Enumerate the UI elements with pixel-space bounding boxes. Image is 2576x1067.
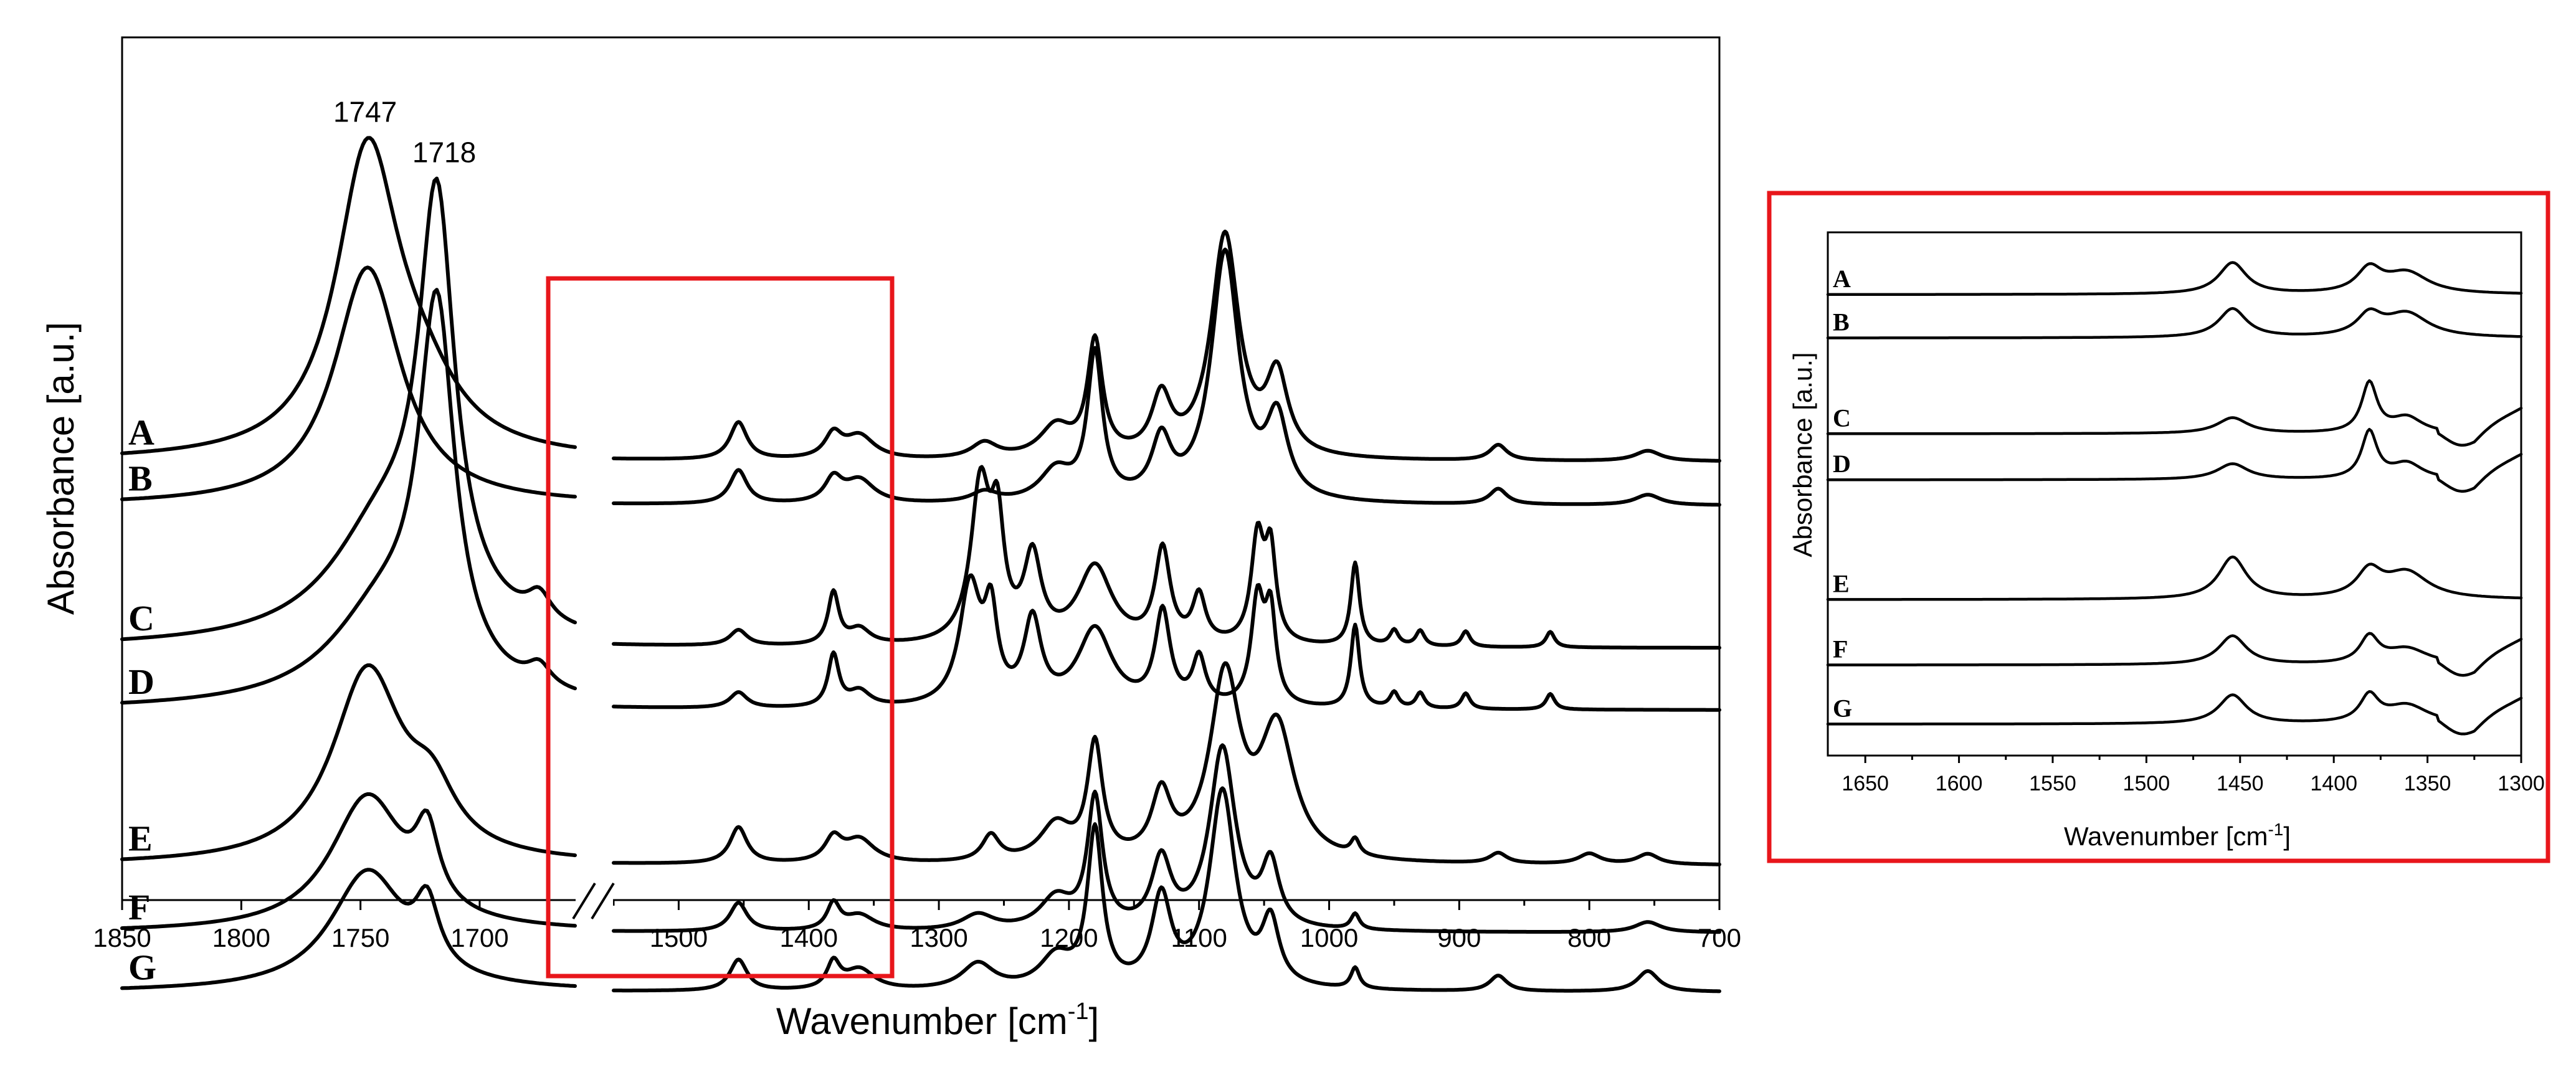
spectrum-line-c xyxy=(120,176,1721,650)
inset-trace-label-f: F xyxy=(1833,635,1848,663)
inset-spectrum-line-b xyxy=(1826,306,2523,339)
trace-label-a: A xyxy=(128,412,154,453)
inset-y-axis-title: Absorbance [a.u.] xyxy=(1788,352,1817,557)
inset-x-tick-label: 1500 xyxy=(2123,772,2170,795)
inset-trace-label-g: G xyxy=(1833,694,1852,722)
inset-x-tick-label: 1550 xyxy=(2029,772,2076,795)
trace-label-b: B xyxy=(128,458,153,499)
inset-trace-label-d: D xyxy=(1833,450,1851,478)
spectrum-line-a xyxy=(120,136,1721,463)
trace-label-e: E xyxy=(128,818,153,859)
inset-x-ticks: 1650 1600 1550 1500 1450 1400 1350 1300 xyxy=(1842,756,2545,795)
inset-spectrum-line-d xyxy=(1826,427,2523,493)
inset-x-axis-title: Wavenumber [cm-1] xyxy=(2064,820,2291,851)
trace-label-c: C xyxy=(128,598,154,638)
main-x-ticks: 1850 1800 1750 1700 1500 1400 1300 1200 1100 1000… xyxy=(93,900,1741,952)
main-x-tick-label: 1500 xyxy=(650,923,708,952)
inset-trace-labels: AB CD E F G xyxy=(1833,265,1852,723)
peak-annotation-1747: 1747 xyxy=(333,96,397,128)
inset-trace-label-e: E xyxy=(1833,569,1850,597)
inset-spectrum-line-e xyxy=(1826,555,2523,601)
main-x-tick-label: 1000 xyxy=(1300,923,1358,952)
main-plot-frame xyxy=(121,36,1721,901)
inset-trace-label-c: C xyxy=(1833,404,1851,432)
axis-break-marks xyxy=(572,869,615,920)
inset-spectrum-line-a xyxy=(1826,261,2523,296)
main-x-tick-label: 1800 xyxy=(212,923,270,952)
main-trace-labels: AB CD EFG xyxy=(128,412,156,988)
main-x-tick-label: 700 xyxy=(1698,923,1741,952)
trace-label-g: G xyxy=(128,947,156,987)
inset-trace-label-a: A xyxy=(1833,265,1851,293)
main-x-tick-label: 1700 xyxy=(450,923,508,952)
inset-spectrum-line-g xyxy=(1826,690,2523,736)
main-x-tick-label: 1750 xyxy=(331,923,389,952)
trace-label-d: D xyxy=(128,662,154,702)
inset-traces xyxy=(1826,261,2523,736)
inset-trace-label-b: B xyxy=(1833,308,1850,336)
spectrum-line-e xyxy=(120,661,1721,866)
inset-x-tick-label: 1650 xyxy=(1842,772,1889,795)
main-traces xyxy=(120,136,1721,993)
main-spectrum-chart: 1850 1800 1750 1700 1500 1400 1300 1200 1100 1000… xyxy=(40,36,1741,1042)
inset-x-tick-label: 1600 xyxy=(1936,772,1983,795)
inset-plot-frame xyxy=(1827,231,2522,757)
peak-annotation-1718: 1718 xyxy=(412,136,476,169)
main-x-tick-label: 800 xyxy=(1567,923,1611,952)
main-x-axis-title: Wavenumber [cm-1] xyxy=(776,998,1099,1042)
inset-x-tick-label: 1450 xyxy=(2217,772,2264,795)
inset-spectrum-chart: 1650 1600 1550 1500 1450 1400 1350 1300 AB CD E F G… xyxy=(1767,191,2550,863)
main-x-tick-label: 900 xyxy=(1437,923,1481,952)
spectrum-line-d xyxy=(120,288,1721,712)
inset-spectrum-line-f xyxy=(1826,632,2523,677)
inset-x-tick-label: 1350 xyxy=(2404,772,2451,795)
inset-x-tick-label: 1400 xyxy=(2310,772,2357,795)
spectrum-line-g xyxy=(120,786,1721,993)
main-x-tick-label: 1100 xyxy=(1171,923,1227,952)
trace-label-f: F xyxy=(128,887,150,927)
inset-x-tick-label: 1300 xyxy=(2498,772,2545,795)
highlight-box xyxy=(546,276,895,979)
spectrum-line-b xyxy=(120,247,1721,507)
inset-spectrum-line-c xyxy=(1826,379,2523,447)
main-y-axis-title: Absorbance [a.u.] xyxy=(40,322,82,615)
inset-highlight-box xyxy=(1767,191,2550,863)
peak-annotations: 1747 1718 xyxy=(333,96,476,169)
spectrum-line-f xyxy=(120,743,1721,934)
